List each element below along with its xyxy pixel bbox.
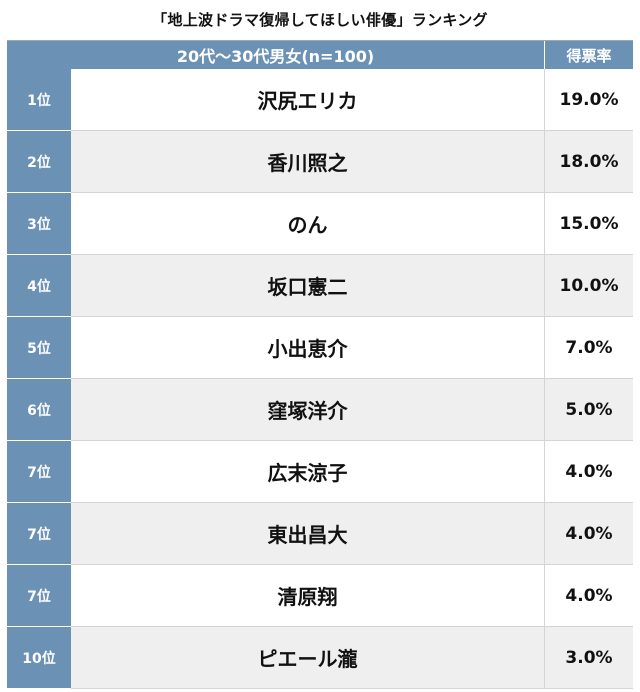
name-cell: ピエール瀧 [71, 627, 545, 688]
table-row: 1位 沢尻エリカ 19.0% [7, 69, 633, 131]
header-rate-label: 得票率 [566, 46, 612, 65]
table-row: 2位 香川照之 18.0% [7, 131, 633, 193]
rate-cell: 18.0% [559, 151, 619, 172]
rank-cell: 7位 [7, 441, 71, 503]
rate-cell: 4.0% [565, 585, 613, 606]
rate-cell: 19.0% [559, 89, 619, 110]
rate-cell: 5.0% [565, 399, 613, 420]
table-row: 3位 のん 15.0% [7, 193, 633, 255]
name-cell: 小出恵介 [71, 317, 545, 378]
name-cell: のん [71, 193, 545, 254]
table-row: 7位 清原翔 4.0% [7, 565, 633, 627]
rank-cell: 10位 [7, 627, 71, 689]
rate-cell: 4.0% [565, 523, 613, 544]
rank-cell: 1位 [7, 69, 71, 131]
rate-cell: 7.0% [565, 337, 613, 358]
name-cell: 東出昌大 [71, 503, 545, 564]
rank-cell: 3位 [7, 193, 71, 255]
rate-cell: 3.0% [565, 647, 613, 668]
ranking-table: 20代〜30代男女(n=100) 得票率 1位 沢尻エリカ 19.0% 2位 香… [7, 40, 633, 689]
rank-cell: 4位 [7, 255, 71, 317]
name-cell: 清原翔 [71, 565, 545, 626]
name-cell: 坂口憲二 [71, 255, 545, 316]
table-row: 10位 ピエール瀧 3.0% [7, 627, 633, 689]
rank-cell: 2位 [7, 131, 71, 193]
name-cell: 香川照之 [71, 131, 545, 192]
page-title: 「地上波ドラマ復帰してほしい俳優」ランキング [152, 10, 488, 29]
table-row: 4位 坂口憲二 10.0% [7, 255, 633, 317]
rate-cell: 15.0% [559, 213, 619, 234]
rank-cell: 7位 [7, 503, 71, 565]
name-cell: 沢尻エリカ [71, 69, 545, 130]
rank-cell: 5位 [7, 317, 71, 379]
table-row: 7位 広末涼子 4.0% [7, 441, 633, 503]
rate-cell: 10.0% [559, 275, 619, 296]
rank-cell: 6位 [7, 379, 71, 441]
table-header: 20代〜30代男女(n=100) 得票率 [7, 41, 633, 69]
name-cell: 広末涼子 [71, 441, 545, 502]
table-row: 5位 小出恵介 7.0% [7, 317, 633, 379]
rank-cell: 7位 [7, 565, 71, 627]
name-cell: 窪塚洋介 [71, 379, 545, 440]
table-row: 7位 東出昌大 4.0% [7, 503, 633, 565]
rate-cell: 4.0% [565, 461, 613, 482]
header-survey-label: 20代〜30代男女(n=100) [7, 41, 545, 69]
table-row: 6位 窪塚洋介 5.0% [7, 379, 633, 441]
